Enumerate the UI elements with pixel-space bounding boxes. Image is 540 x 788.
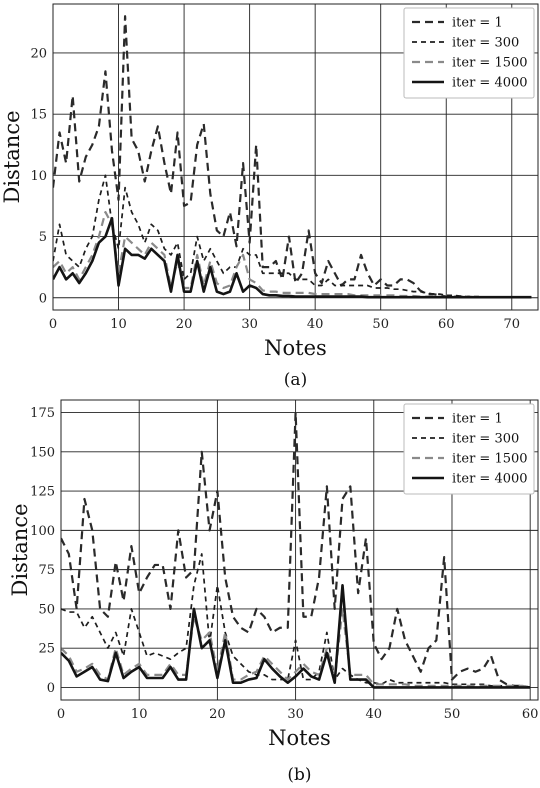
chart-a-y-tick-label-10: 10: [30, 169, 47, 184]
chart-a-y-axis-label: Distance: [0, 110, 24, 203]
chart-a-x-tick-label-50: 50: [372, 317, 389, 332]
chart-a-series-line-4: [53, 216, 532, 299]
chart-a-caption: (a): [284, 370, 307, 390]
chart-b-legend-label-1: iter = 1: [452, 412, 503, 427]
chart-b-y-tick-label-0: 0: [47, 681, 55, 696]
chart-a-x-tick-label-10: 10: [110, 317, 127, 332]
chart-b-legend-label-2: iter = 300: [452, 432, 519, 447]
chart-a-x-tick-label-30: 30: [241, 317, 258, 332]
chart-b-series-line-3: [61, 607, 531, 689]
chart-b-caption: (b): [287, 765, 311, 785]
chart-a-legend-label-3: iter = 1500: [452, 56, 528, 71]
chart-a-legend: iter = 1 iter = 300 iter = 1500 iter = 4000: [403, 7, 535, 99]
chart-a-legend-box: [403, 7, 535, 99]
chart-a-x-tick-label-40: 40: [307, 317, 324, 332]
chart-a-x-ticks: 0 10 20 30 40 50 60 70: [49, 317, 520, 332]
chart-b-legend-label-4: iter = 4000: [452, 472, 528, 487]
chart-a-x-tick-label-70: 70: [504, 317, 521, 332]
chart-b-x-ticks: 0 10 20 30 40 50 60: [57, 707, 539, 722]
chart-b-x-axis-label: Notes: [268, 726, 331, 750]
chart-a-legend-label-1: iter = 1: [452, 16, 503, 31]
chart-b-y-ticks: 0 25 50 75 100 125 150 175: [30, 406, 55, 696]
chart-b-x-tick-label-0: 0: [57, 707, 65, 722]
chart-b-x-tick-label-60: 60: [522, 707, 539, 722]
chart-b-y-axis-label: Distance: [8, 503, 32, 596]
chart-b-series-lines: [61, 411, 531, 689]
chart-a-y-ticks: 0 5 10 15 20: [30, 46, 47, 306]
chart-b-y-tick-label-100: 100: [30, 524, 55, 539]
chart-b-legend: iter = 1 iter = 300 iter = 1500 iter = 4000: [403, 403, 535, 495]
chart-b-x-tick-label-20: 20: [209, 707, 226, 722]
chart-b-legend-box: [403, 403, 535, 495]
chart-b-y-tick-label-25: 25: [38, 642, 55, 657]
chart-b-y-tick-label-50: 50: [38, 602, 55, 617]
chart-a-legend-label-4: iter = 4000: [452, 76, 528, 91]
chart-b-y-tick-label-150: 150: [30, 445, 55, 460]
chart-b-series-line-4: [61, 584, 531, 689]
chart-a-x-tick-label-0: 0: [49, 317, 57, 332]
chart-a-series-lines: [53, 15, 532, 299]
chart-b-y-tick-label-75: 75: [38, 563, 55, 578]
chart-b-y-tick-label-125: 125: [30, 485, 55, 500]
chart-a-series-line-2: [53, 174, 532, 298]
chart-b-plot-frame: [60, 399, 539, 701]
chart-b-y-tick-label-175: 175: [30, 406, 55, 421]
chart-b-legend-label-3: iter = 1500: [452, 452, 528, 467]
chart-b-x-tick-label-30: 30: [287, 707, 304, 722]
chart-b-x-tick-label-50: 50: [444, 707, 461, 722]
chart-a-plot-frame: [52, 3, 539, 311]
chart-a-y-tick-label-5: 5: [39, 230, 47, 245]
chart-b-series-line-1: [61, 411, 531, 689]
chart-b-series-line-2: [61, 553, 531, 689]
chart-b-x-tick-label-40: 40: [366, 707, 383, 722]
chart-a-legend-label-2: iter = 300: [452, 36, 519, 51]
chart-b-x-tick-label-10: 10: [131, 707, 148, 722]
chart-a-y-tick-label-15: 15: [30, 108, 47, 123]
chart-a-x-axis-label: Notes: [264, 336, 327, 360]
chart-a-x-tick-label-20: 20: [176, 317, 193, 332]
chart-a-y-tick-label-0: 0: [39, 291, 47, 306]
chart-a-y-tick-label-20: 20: [30, 46, 47, 61]
chart-a-x-tick-label-60: 60: [438, 317, 455, 332]
